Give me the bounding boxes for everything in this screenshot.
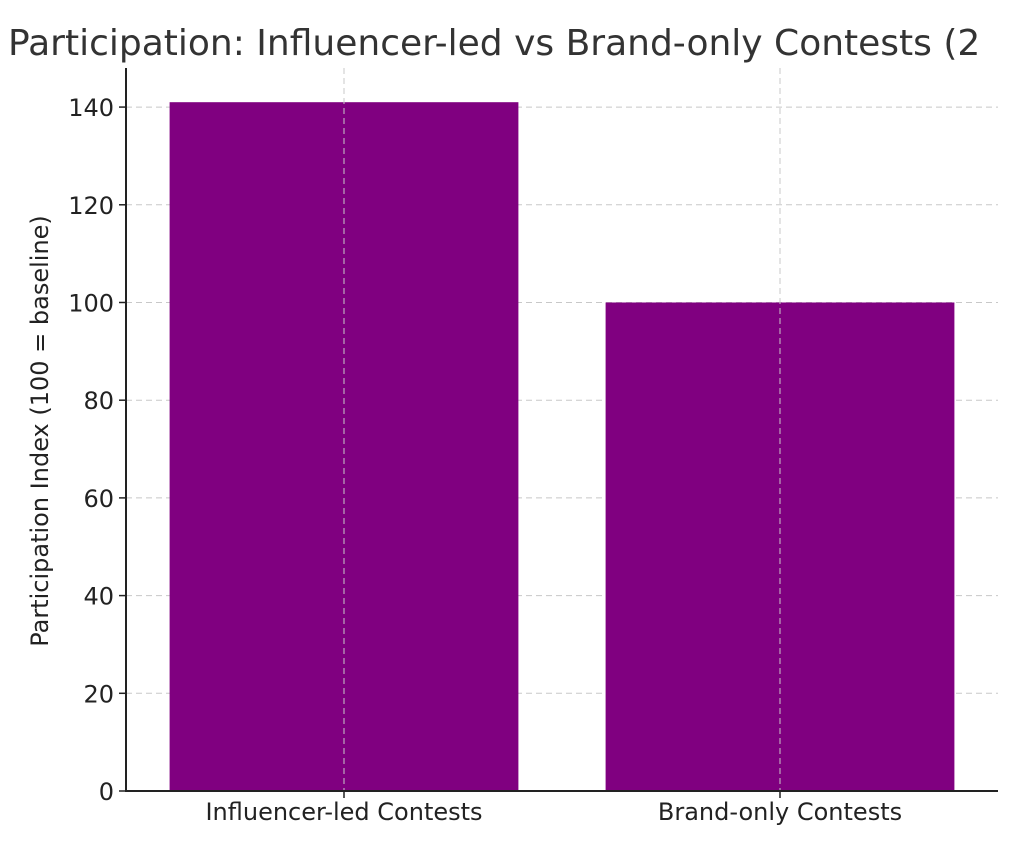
y-axis-ticks: 0 20 40 60 80 100 120 140 — [68, 94, 126, 806]
x-tick-label: Influencer-led Contests — [205, 798, 482, 826]
x-tick-label: Brand-only Contests — [658, 798, 902, 826]
bars — [169, 102, 955, 792]
y-tick-label: 20 — [83, 680, 114, 708]
y-tick-label: 80 — [83, 387, 114, 415]
y-tick-label: 120 — [68, 192, 114, 220]
bar — [169, 102, 519, 792]
vertical-gridlines — [343, 68, 781, 791]
x-axis-ticks: Influencer-led Contests Brand-only Contes… — [205, 791, 902, 826]
y-tick-label: 140 — [68, 94, 114, 122]
y-tick-label: 60 — [83, 485, 114, 513]
y-tick-label: 100 — [68, 289, 114, 317]
bar — [605, 302, 955, 791]
y-tick-label: 40 — [83, 583, 114, 611]
y-axis-label: Participation Index (100 = baseline) — [26, 215, 54, 647]
chart-title: Participation: Influencer-led vs Brand-o… — [8, 23, 980, 64]
y-tick-label: 0 — [99, 778, 114, 806]
